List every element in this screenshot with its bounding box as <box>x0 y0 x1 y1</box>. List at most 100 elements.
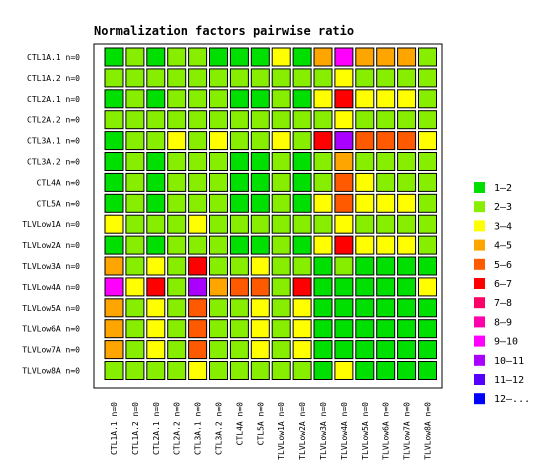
heatmap-cell <box>167 68 187 88</box>
heatmap-cell <box>188 319 208 339</box>
heatmap-cell <box>271 277 291 297</box>
heatmap-cell <box>292 131 312 151</box>
heatmap-cell <box>397 193 417 213</box>
heatmap-cell <box>397 298 417 318</box>
heatmap-cell <box>376 193 396 213</box>
heatmap-cell <box>250 68 270 88</box>
heatmap-cell <box>104 152 124 171</box>
heatmap-cell <box>146 298 166 318</box>
row-label: TLVLow5A n=0 <box>22 304 80 313</box>
heatmap-cell <box>125 277 145 297</box>
heatmap-cell <box>229 68 249 88</box>
heatmap-cell <box>209 172 228 192</box>
heatmap-cell <box>167 361 187 380</box>
heatmap-cell <box>376 319 396 339</box>
legend-swatch <box>474 182 485 193</box>
heatmap-cell <box>313 193 333 213</box>
heatmap-cell <box>334 110 354 130</box>
heatmap-cell <box>104 277 124 297</box>
heatmap-cell <box>104 340 124 360</box>
heatmap-cell <box>125 298 145 318</box>
heatmap-cell <box>146 277 166 297</box>
heatmap-cell <box>250 277 270 297</box>
heatmap-cell <box>418 193 437 213</box>
heatmap-cell <box>229 89 249 109</box>
heatmap-cell <box>229 319 249 339</box>
heatmap-cell <box>334 319 354 339</box>
heatmap-cell <box>209 47 228 67</box>
heatmap-cell <box>125 235 145 255</box>
heatmap-cell <box>376 89 396 109</box>
heatmap-cell <box>313 340 333 360</box>
heatmap-cell <box>313 131 333 151</box>
heatmap-cell <box>418 110 437 130</box>
legend: 1–2 2–3 3–4 4–5 5–6 6–7 7–8 8–9 9–10 10–11 11–12 12… <box>474 182 530 405</box>
heatmap-cell <box>397 361 417 380</box>
legend-swatch <box>474 354 485 366</box>
heatmap-cell <box>209 214 228 234</box>
heatmap-cell <box>397 256 417 276</box>
heatmap-cell <box>271 235 291 255</box>
heatmap-cell <box>146 235 166 255</box>
heatmap-cell <box>250 256 270 276</box>
legend-label: 12–... <box>494 394 530 405</box>
heatmap-cell <box>313 319 333 339</box>
heatmap-cell <box>250 89 270 109</box>
column-label: TLVLow1A n=0 <box>277 402 286 460</box>
heatmap-cell <box>209 235 228 255</box>
heatmap-cell <box>209 361 228 380</box>
legend-swatch <box>474 239 485 251</box>
heatmap-cell <box>167 319 187 339</box>
heatmap-cell <box>292 47 312 67</box>
heatmap-cell <box>292 298 312 318</box>
column-label: CTL1A.1 n=0 <box>110 402 119 455</box>
heatmap-cell <box>313 298 333 318</box>
heatmap-cell <box>313 235 333 255</box>
heatmap-cell <box>167 298 187 318</box>
heatmap-cell <box>188 89 208 109</box>
heatmap-cell <box>104 361 124 380</box>
heatmap-cell <box>334 131 354 151</box>
heatmap-cell <box>376 47 396 67</box>
row-label: CTL4A n=0 <box>37 178 81 187</box>
heatmap-cell <box>229 152 249 171</box>
heatmap-cell <box>313 214 333 234</box>
heatmap-cell <box>397 110 417 130</box>
heatmap-cell <box>104 89 124 109</box>
heatmap-cell <box>250 214 270 234</box>
heatmap-cell <box>125 110 145 130</box>
heatmap-cell <box>355 172 375 192</box>
column-label: CTL3A.1 n=0 <box>194 402 203 455</box>
heatmap-cell <box>355 110 375 130</box>
heatmap-cell <box>271 319 291 339</box>
heatmap-cell <box>271 68 291 88</box>
heatmap-cell <box>397 152 417 171</box>
heatmap-cell <box>209 152 228 171</box>
heatmap-cell <box>104 235 124 255</box>
heatmap-cell <box>167 89 187 109</box>
column-label: TLVLow3A n=0 <box>319 402 328 460</box>
heatmap-cell <box>376 110 396 130</box>
heatmap-cell <box>292 256 312 276</box>
column-label: CTL1A.2 n=0 <box>131 402 140 455</box>
heatmap-cell <box>229 47 249 67</box>
legend-swatch <box>474 297 485 309</box>
heatmap-cell <box>188 110 208 130</box>
heatmap-cell <box>271 340 291 360</box>
legend-swatch <box>474 201 485 213</box>
heatmap-cell <box>334 361 354 380</box>
heatmap-cell <box>271 361 291 380</box>
heatmap-cell <box>188 131 208 151</box>
row-label: CTL2A.2 n=0 <box>27 116 80 125</box>
heatmap-cell <box>313 172 333 192</box>
heatmap-cell <box>313 361 333 380</box>
heatmap-cell <box>188 340 208 360</box>
heatmap-cell <box>376 152 396 171</box>
legend-label: 3–4 <box>494 221 512 232</box>
row-label: TLVLow2A n=0 <box>22 241 80 250</box>
column-labels: CTL1A.1 n=0 CTL1A.2 n=0 CTL2A.1 n=0 CTL2A.2… <box>110 402 433 460</box>
heatmap-cell <box>292 193 312 213</box>
heatmap-cell <box>418 68 437 88</box>
heatmap-cell <box>418 298 437 318</box>
heatmap-cells <box>104 47 437 380</box>
